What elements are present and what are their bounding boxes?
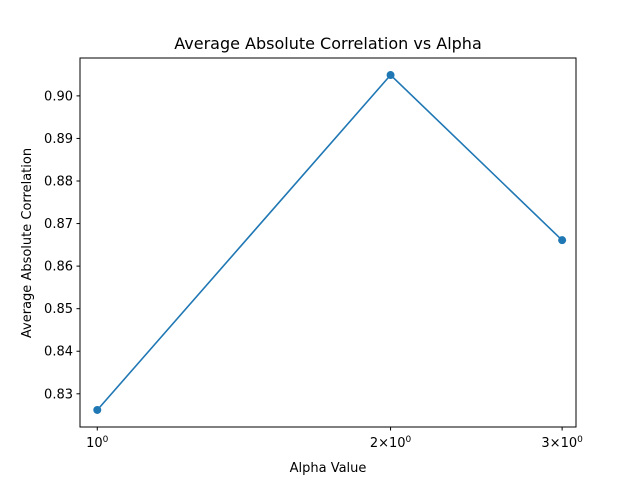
y-tick-label: 0.90 xyxy=(44,89,73,104)
x-tick-label: 100 xyxy=(86,435,109,451)
plot-area-frame xyxy=(79,57,577,428)
y-tick-label: 0.85 xyxy=(44,302,73,317)
y-tick-label: 0.86 xyxy=(44,260,73,275)
data-point xyxy=(558,236,567,245)
x-axis-label: Alpha Value xyxy=(290,461,367,476)
y-tick-label: 0.87 xyxy=(44,217,73,232)
y-axis-label: Average Absolute Correlation xyxy=(20,148,35,338)
series-layer xyxy=(93,71,567,414)
x-tick-label: 2×100 xyxy=(370,435,412,451)
y-tick-label: 0.84 xyxy=(44,345,73,360)
y-tick-label: 0.88 xyxy=(44,175,73,190)
tick-layer: 0.83 0.84 0.85 0.86 0.87 0.88 0.89 0.90 100 2×100… xyxy=(44,89,583,451)
y-tick-label: 0.89 xyxy=(44,132,73,147)
x-tick-label: 3×100 xyxy=(541,435,583,451)
y-tick-label: 0.83 xyxy=(44,387,73,402)
data-point xyxy=(93,405,102,414)
chart-title: Average Absolute Correlation vs Alpha xyxy=(174,34,482,53)
data-point xyxy=(386,71,395,80)
